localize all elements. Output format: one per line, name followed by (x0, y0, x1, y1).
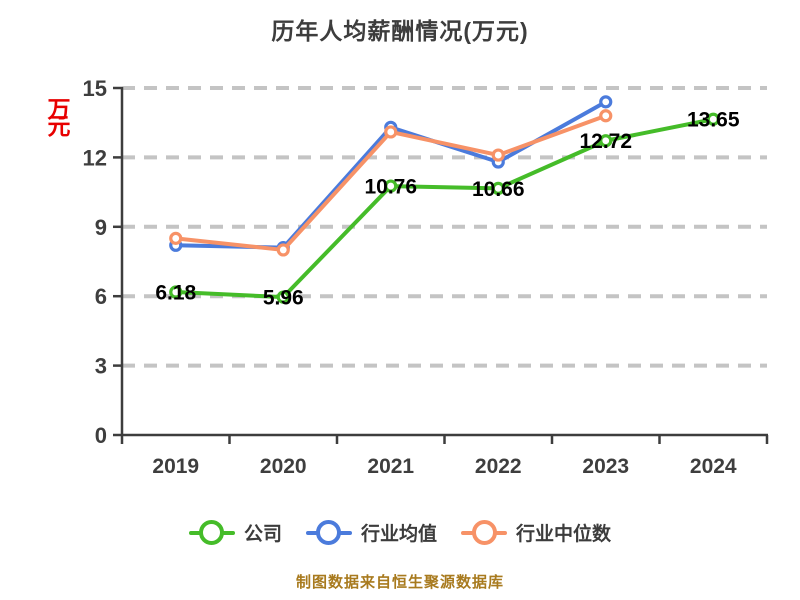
series-point-行业中位数 (384, 125, 398, 139)
data-label: 6.18 (155, 282, 196, 305)
series-point-行业中位数 (491, 148, 505, 162)
legend-item-industry-median[interactable]: 行业中位数 (461, 519, 611, 546)
series-point-行业中位数 (276, 243, 290, 257)
legend-label: 行业中位数 (516, 524, 612, 545)
x-tick-label: 2021 (367, 455, 414, 478)
series-point-行业中位数 (599, 109, 613, 123)
series-point-公司 (169, 285, 183, 299)
x-tick-label: 2024 (690, 455, 737, 478)
x-tick-label: 2019 (152, 455, 199, 478)
legend-label: 公司 (243, 524, 282, 545)
y-tick-label: 12 (83, 145, 107, 170)
y-tick-label: 9 (95, 215, 107, 240)
legend-item-industry-average[interactable]: 行业均值 (305, 519, 437, 546)
chart-title: 历年人均薪酬情况(万元) (271, 18, 529, 44)
legend-line-marker-icon (305, 520, 352, 545)
series-point-公司 (599, 134, 613, 148)
series-line-公司 (173, 117, 716, 300)
data-label: 12.72 (579, 130, 632, 153)
series-point-公司 (276, 290, 290, 304)
legend: 公司 行业均值 行业中位数 (0, 519, 800, 546)
data-label: 5.96 (263, 287, 304, 310)
data-label: 13.65 (687, 109, 740, 132)
y-tick-label: 15 (83, 76, 107, 101)
data-source-note: 制图数据来自恒生聚源数据库 (295, 574, 504, 591)
legend-line-marker-icon (461, 520, 507, 545)
x-tick-label: 2020 (260, 455, 307, 478)
legend-circle-icon (316, 520, 342, 545)
data-label: 10.66 (472, 178, 525, 201)
data-label: 10.76 (364, 176, 417, 199)
y-tick-label: 6 (95, 284, 107, 309)
series-point-公司 (491, 181, 505, 195)
x-tick-label: 2023 (582, 455, 629, 478)
series-point-行业均值 (599, 95, 613, 109)
legend-circle-icon (471, 520, 497, 545)
y-axis-unit-label: 万元 (47, 96, 71, 139)
legend-item-company[interactable]: 公司 (188, 519, 282, 546)
series-point-公司 (384, 179, 398, 193)
legend-line-marker-icon (188, 520, 235, 545)
series-point-公司 (706, 112, 720, 126)
y-tick-label: 0 (95, 423, 107, 448)
legend-circle-icon (199, 520, 225, 545)
y-tick-label: 3 (95, 354, 107, 379)
series-point-行业中位数 (169, 231, 183, 245)
legend-label: 行业均值 (360, 524, 437, 545)
x-tick-label: 2022 (475, 455, 522, 478)
